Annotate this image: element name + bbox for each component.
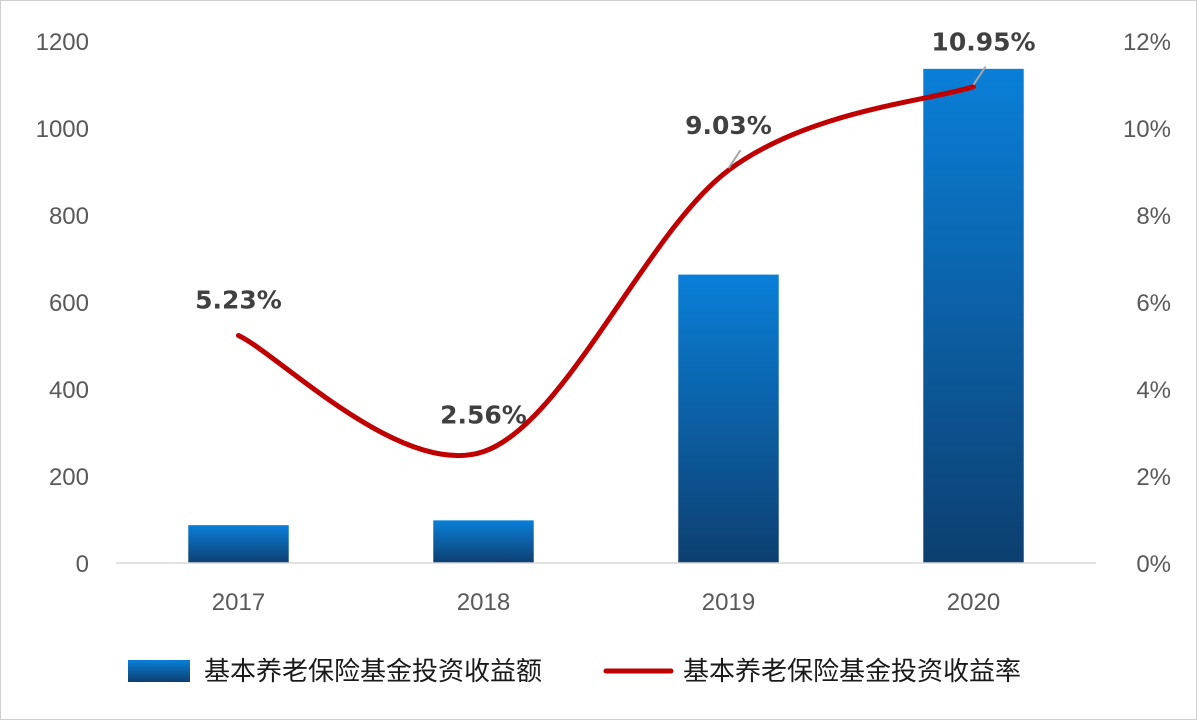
bar — [188, 525, 289, 563]
right-tick-label: 0% — [1136, 551, 1171, 578]
left-tick-label: 1200 — [36, 29, 89, 56]
right-tick-label: 8% — [1136, 203, 1171, 230]
left-tick-label: 200 — [49, 464, 89, 491]
line-data-labels: 5.23% 2.56% 9.03% 10.95% — [195, 28, 1035, 430]
legend-bar-swatch — [128, 660, 190, 682]
legend-bar-label: 基本养老保险基金投资收益额 — [204, 657, 542, 687]
right-tick-label: 6% — [1136, 290, 1171, 317]
bar-series — [188, 68, 1024, 563]
legend-line-label: 基本养老保险基金投资收益率 — [683, 657, 1021, 687]
bar — [433, 520, 534, 563]
x-tick-label: 2017 — [212, 589, 265, 616]
bar — [923, 68, 1024, 563]
left-axis-ticks: 0 200 400 600 800 1000 1200 — [36, 29, 89, 578]
label-leader-line — [972, 66, 987, 86]
right-tick-label: 2% — [1136, 464, 1171, 491]
x-tick-label: 2020 — [947, 589, 1000, 616]
x-tick-label: 2018 — [457, 589, 510, 616]
bar — [678, 274, 779, 563]
line-series — [236, 84, 976, 459]
line-data-label: 5.23% — [195, 285, 282, 314]
line-data-label: 2.56% — [440, 401, 527, 430]
right-tick-label: 12% — [1123, 29, 1171, 56]
left-tick-label: 1000 — [36, 116, 89, 143]
right-axis-ticks: 0% 2% 4% 6% 8% 10% 12% — [1123, 29, 1171, 578]
left-tick-label: 800 — [49, 203, 89, 230]
left-tick-label: 600 — [49, 290, 89, 317]
rate-line — [236, 84, 976, 459]
label-leader-line — [727, 149, 742, 169]
x-tick-label: 2019 — [702, 589, 755, 616]
right-tick-label: 4% — [1136, 377, 1171, 404]
line-data-label: 10.95% — [931, 28, 1035, 57]
legend: 基本养老保险基金投资收益额 基本养老保险基金投资收益率 — [128, 657, 1021, 687]
left-tick-label: 400 — [49, 377, 89, 404]
x-axis-ticks: 2017 2018 2019 2020 — [212, 589, 1000, 616]
right-tick-label: 10% — [1123, 116, 1171, 143]
line-data-label: 9.03% — [685, 111, 772, 140]
left-tick-label: 0 — [76, 551, 89, 578]
